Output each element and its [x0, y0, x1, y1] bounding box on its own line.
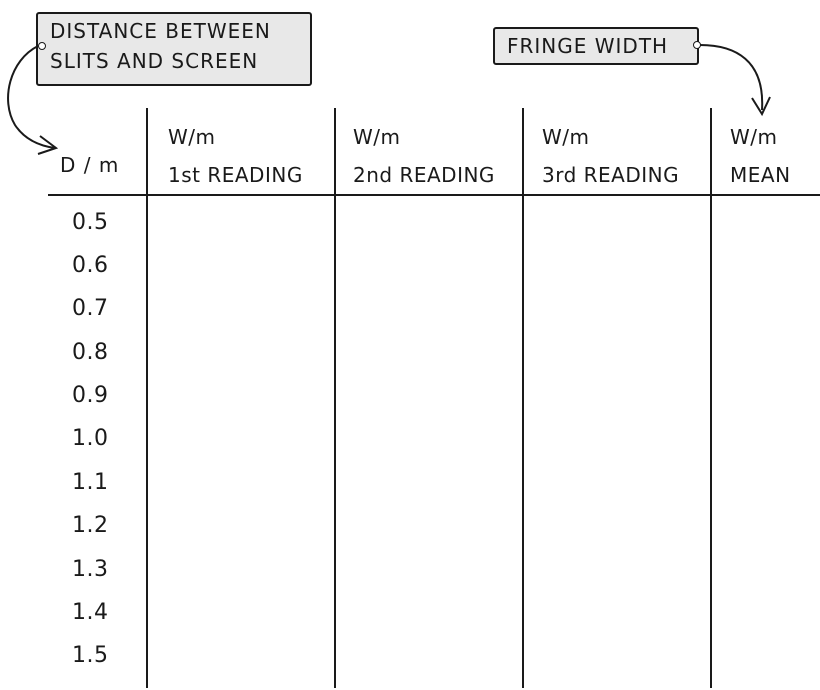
d-value-cell: 0.8: [72, 340, 109, 365]
distance-label-line1: DISTANCE BETWEEN: [50, 19, 271, 43]
col-header-mean: W/m MEAN: [730, 118, 791, 194]
d-value-cell: 0.5: [72, 210, 109, 235]
d-value-cell: 0.9: [72, 383, 109, 408]
column-divider: [522, 108, 524, 688]
col-unit: W/m: [542, 125, 590, 149]
tag-hole-icon: [38, 42, 46, 50]
d-value-cell: 1.2: [72, 513, 109, 538]
d-value-cell: 1.4: [72, 600, 109, 625]
d-column-header: D / m: [60, 153, 120, 177]
distance-label-line2: SLITS AND SCREEN: [50, 49, 259, 73]
col-unit: W/m: [168, 125, 216, 149]
d-value-cell: 1.3: [72, 557, 109, 582]
col-caption: 2nd READING: [353, 163, 495, 187]
fringe-arrow-head-icon: [751, 96, 771, 117]
fringe-width-label: FRINGE WIDTH: [507, 34, 669, 58]
column-divider: [334, 108, 336, 688]
d-value-cell: 0.6: [72, 253, 109, 278]
fringe-arrow: [699, 44, 764, 111]
col-caption: MEAN: [730, 163, 791, 187]
col-unit: W/m: [353, 125, 401, 149]
d-value-cell: 1.5: [72, 643, 109, 668]
distance-label-tag: DISTANCE BETWEEN SLITS AND SCREEN: [36, 12, 312, 86]
col-header-2nd-reading: W/m 2nd READING: [353, 118, 495, 194]
tag-hole-icon: [693, 41, 701, 49]
col-caption: 3rd READING: [542, 163, 680, 187]
fringe-width-label-tag: FRINGE WIDTH: [493, 27, 699, 65]
col-header-3rd-reading: W/m 3rd READING: [542, 118, 679, 194]
header-rule: [48, 194, 820, 196]
col-caption: 1st READING: [168, 163, 303, 187]
col-header-1st-reading: W/m 1st READING: [168, 118, 303, 194]
distance-arrow-head-icon: [37, 135, 59, 155]
d-value-cell: 0.7: [72, 296, 109, 321]
d-value-cell: 1.0: [72, 426, 109, 451]
col-unit: W/m: [730, 125, 778, 149]
column-divider: [710, 108, 712, 688]
d-value-cell: 1.1: [72, 470, 109, 495]
column-divider: [146, 108, 148, 688]
